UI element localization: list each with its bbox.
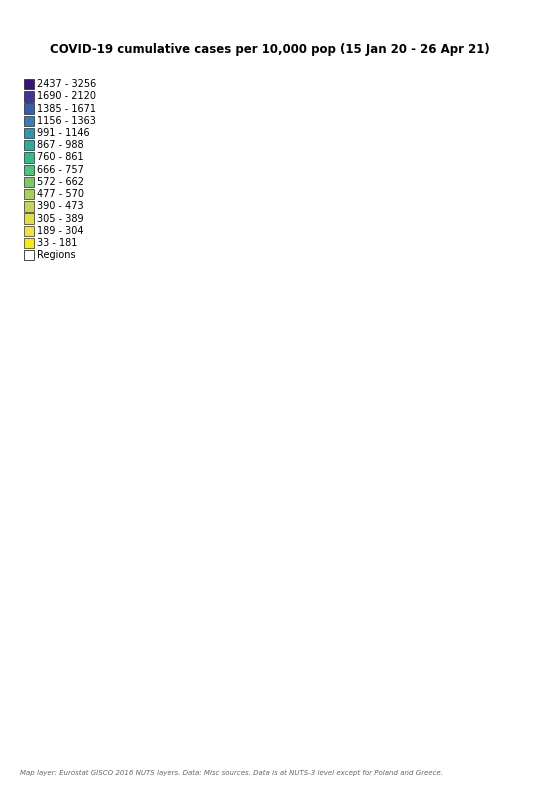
Text: 390 - 473: 390 - 473 [37, 202, 84, 211]
Text: 1156 - 1363: 1156 - 1363 [37, 116, 96, 126]
Text: 2437 - 3256: 2437 - 3256 [37, 79, 96, 89]
Bar [24, 238, 34, 248]
Text: 189 - 304: 189 - 304 [37, 226, 84, 236]
Text: 1385 - 1671: 1385 - 1671 [37, 104, 96, 114]
Bar [24, 177, 34, 187]
Text: 572 - 662: 572 - 662 [37, 177, 84, 187]
Text: Regions: Regions [37, 250, 75, 260]
Bar [24, 189, 34, 199]
Bar [24, 140, 34, 150]
Bar [24, 152, 34, 162]
Text: 33 - 181: 33 - 181 [37, 238, 77, 248]
Bar [24, 214, 34, 224]
Bar [24, 165, 34, 175]
Text: 760 - 861: 760 - 861 [37, 153, 84, 162]
Bar [24, 250, 34, 261]
Text: 991 - 1146: 991 - 1146 [37, 128, 89, 138]
Bar [24, 79, 34, 90]
Bar [24, 201, 34, 211]
Bar [24, 91, 34, 102]
Bar [24, 226, 34, 236]
Text: 305 - 389: 305 - 389 [37, 214, 84, 223]
Bar [24, 128, 34, 138]
Text: 1690 - 2120: 1690 - 2120 [37, 91, 96, 102]
Bar [24, 116, 34, 126]
Text: COVID-19 cumulative cases per 10,000 pop (15 Jan 20 - 26 Apr 21): COVID-19 cumulative cases per 10,000 pop… [50, 43, 489, 56]
Text: 666 - 757: 666 - 757 [37, 165, 84, 174]
Bar [24, 103, 34, 114]
Text: Map layer: Eurostat GISCO 2016 NUTS layers. Data: Misc sources. Data is at NUTS-: Map layer: Eurostat GISCO 2016 NUTS laye… [20, 770, 443, 777]
Text: 477 - 570: 477 - 570 [37, 189, 84, 199]
Text: 867 - 988: 867 - 988 [37, 140, 84, 150]
